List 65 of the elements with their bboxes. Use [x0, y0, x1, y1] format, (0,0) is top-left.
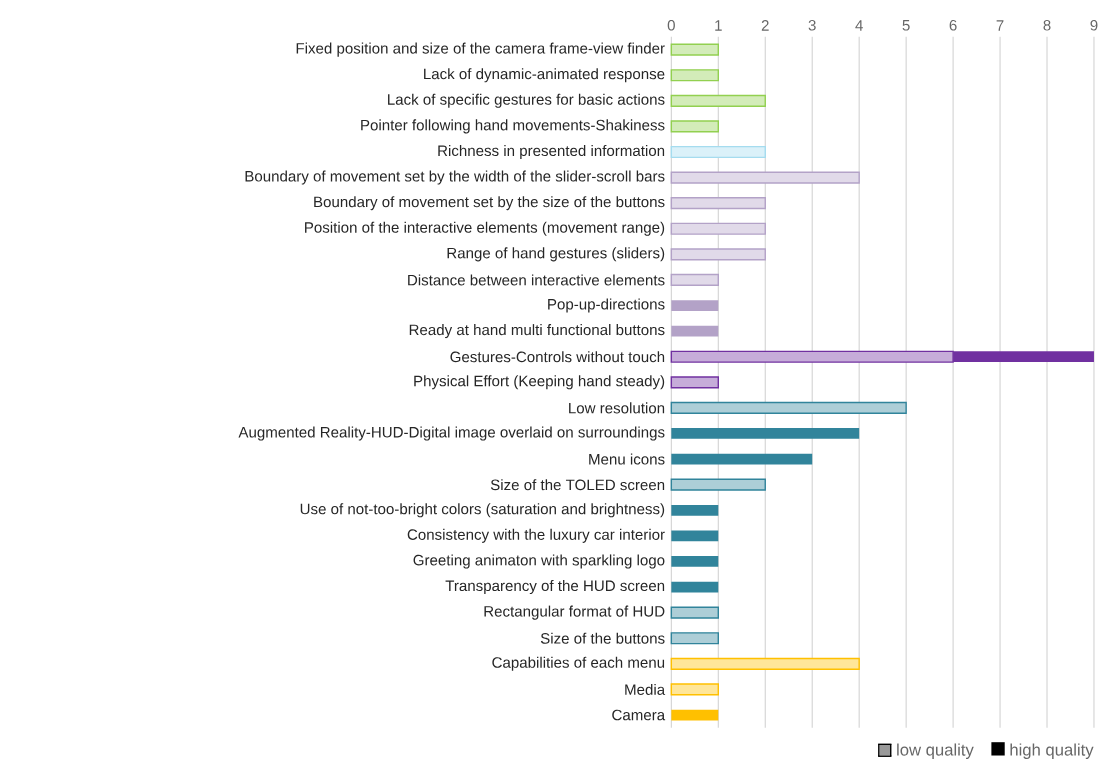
bar	[671, 530, 719, 542]
y-tick-label: Size of the TOLED screen	[490, 479, 665, 491]
bar	[671, 453, 813, 465]
text: low quality	[897, 743, 974, 759]
y-tick-label: Lack of specific gestures for basic actions	[388, 93, 665, 108]
y-tick-label: Transparency of the HUD screen	[445, 579, 665, 595]
y-tick-label: Low resolution	[569, 402, 665, 414]
bar	[670, 69, 719, 82]
bar	[671, 709, 719, 721]
y-tick-label: Camera	[612, 709, 666, 721]
y-tick-label: Position of the interactive elements (movement range)	[305, 221, 665, 236]
bar	[670, 222, 766, 235]
bar	[671, 556, 719, 567]
y-tick-label: Gestures-Controls without touch	[450, 351, 665, 363]
bar	[670, 145, 766, 158]
bar	[670, 401, 907, 414]
bar	[671, 300, 719, 311]
bar	[671, 581, 719, 593]
bar	[670, 478, 766, 491]
text: high quality	[1010, 743, 1094, 759]
bar	[670, 683, 719, 696]
x-tick-label: 8	[1043, 19, 1051, 31]
bar	[670, 120, 719, 133]
y-tick-label: Pointer following hand movements-Shakiness	[361, 119, 665, 134]
x-tick-label: 4	[855, 20, 863, 31]
bar	[670, 94, 766, 107]
bar	[671, 428, 860, 439]
y-tick-label: Capabilities of each menu	[492, 656, 665, 671]
bar	[671, 325, 719, 337]
y-tick-label: Fixed position and size of the camera frame-view finder	[296, 42, 665, 57]
x-tick-label: 7	[996, 20, 1004, 31]
y-tick-label: Media	[625, 683, 666, 695]
y-tick-label: Boundary of movement set by the width of the slider-scroll bars	[245, 170, 665, 185]
bar	[670, 657, 860, 670]
y-tick-label: Augmented Reality-HUD-Digital image overlaid on surroundings	[238, 426, 665, 441]
y-tick-label: Use of not-too-bright colors (saturation and brightness)	[300, 503, 665, 518]
x-tick-label: 0	[667, 19, 675, 31]
y-tick-label: Range of hand gestures (sliders)	[447, 247, 665, 262]
x-tick-label: 3	[808, 19, 816, 31]
bar	[670, 632, 719, 645]
y-tick-label: Greeting animaton with sparkling logo	[413, 554, 665, 569]
y-tick-label: Richness in presented information	[438, 144, 665, 159]
bar	[670, 171, 860, 184]
y-tick-label: Rectangular format of HUD	[484, 605, 665, 620]
y-tick-label: Distance between interactive elements	[408, 274, 665, 286]
bar	[671, 504, 719, 516]
x-tick-label: 5	[902, 20, 910, 31]
y-tick-label: Ready at hand multi functional buttons	[409, 324, 665, 339]
y-tick-label: Pop-up-directions	[548, 298, 665, 313]
y-tick-label: Lack of dynamic-animated response	[424, 68, 665, 83]
y-tick-label: Size of the buttons	[540, 632, 665, 644]
bar	[670, 376, 719, 389]
bar	[670, 273, 719, 286]
x-tick-label: 9	[1090, 19, 1098, 31]
y-tick-label: Consistency with the luxury car interior	[407, 528, 665, 543]
bar	[670, 43, 719, 56]
bar	[670, 197, 766, 210]
x-tick-label: 2	[761, 20, 769, 31]
y-tick-label: Boundary of movement set by the size of the buttons	[314, 196, 665, 211]
bar	[670, 606, 719, 619]
bar	[670, 248, 766, 261]
x-tick-label: 1	[715, 20, 722, 31]
x-tick-label: 6	[949, 19, 957, 31]
y-tick-label: Physical Effort (Keeping hand steady)	[414, 375, 665, 390]
y-tick-label: Menu icons	[589, 453, 665, 465]
